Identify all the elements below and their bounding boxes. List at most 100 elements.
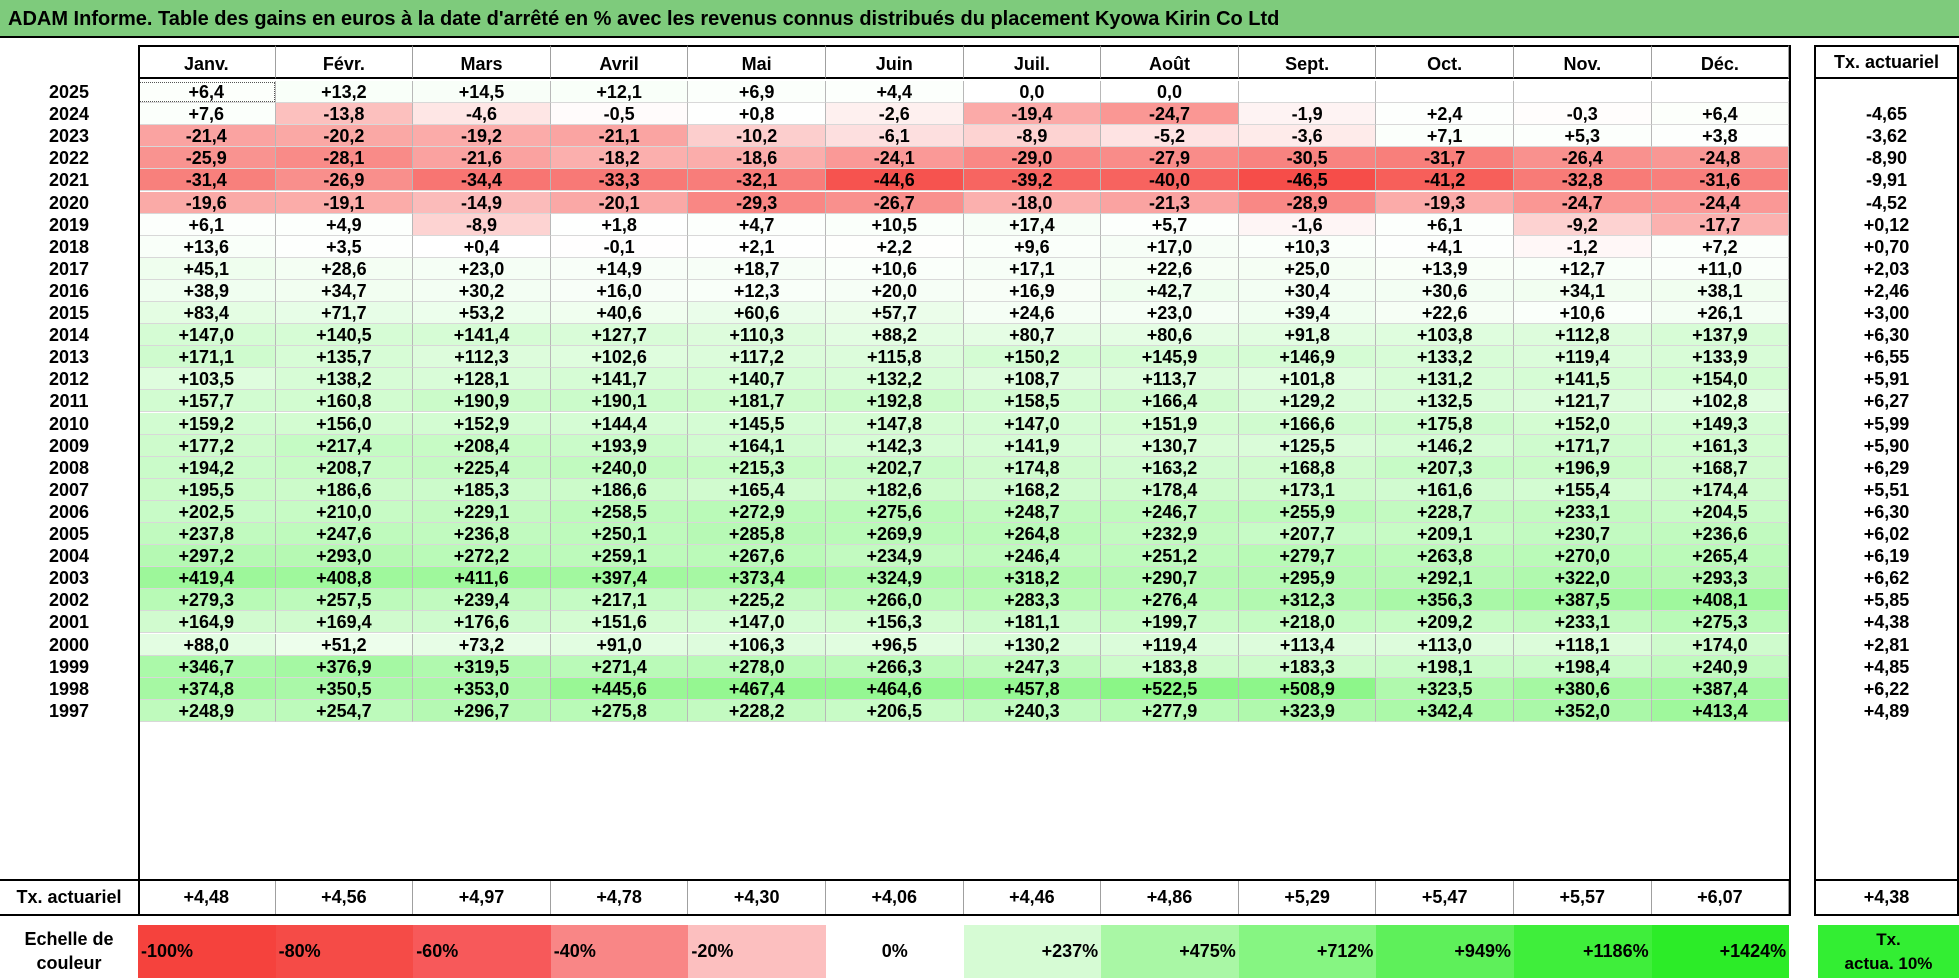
- gain-cell[interactable]: +251,2: [1101, 545, 1239, 568]
- gain-cell[interactable]: -8,9: [413, 213, 551, 236]
- gain-cell[interactable]: +322,0: [1514, 567, 1652, 590]
- gain-cell[interactable]: +118,1: [1514, 633, 1652, 656]
- gain-cell[interactable]: +271,4: [550, 655, 689, 678]
- gain-cell[interactable]: +130,2: [963, 633, 1102, 656]
- gain-cell[interactable]: +233,1: [1514, 611, 1652, 634]
- gain-cell[interactable]: +263,8: [1376, 545, 1514, 568]
- gain-cell[interactable]: +356,3: [1376, 589, 1514, 612]
- gain-cell[interactable]: +174,8: [963, 456, 1102, 479]
- gain-cell[interactable]: -25,9: [138, 147, 276, 170]
- gain-cell[interactable]: +190,1: [550, 390, 689, 413]
- gain-cell[interactable]: +293,3: [1651, 567, 1790, 590]
- gain-cell[interactable]: +217,1: [550, 589, 689, 612]
- gain-cell[interactable]: +232,9: [1101, 523, 1239, 546]
- gain-cell[interactable]: +319,5: [413, 655, 551, 678]
- gain-cell[interactable]: +346,7: [138, 655, 276, 678]
- gain-cell[interactable]: +247,6: [275, 523, 414, 546]
- gain-cell[interactable]: +16,9: [963, 279, 1102, 302]
- gain-cell[interactable]: 0,0: [1101, 81, 1239, 104]
- gain-cell[interactable]: [1376, 81, 1514, 104]
- gain-cell[interactable]: +34,7: [275, 279, 414, 302]
- gain-cell[interactable]: +156,0: [275, 412, 414, 435]
- gain-cell[interactable]: +113,4: [1238, 633, 1377, 656]
- gain-cell[interactable]: +183,8: [1101, 655, 1239, 678]
- gain-cell[interactable]: -5,2: [1101, 125, 1239, 148]
- gain-cell[interactable]: [1238, 81, 1377, 104]
- gain-cell[interactable]: -26,7: [826, 191, 964, 214]
- gain-cell[interactable]: +257,5: [275, 589, 414, 612]
- gain-cell[interactable]: +246,7: [1101, 500, 1239, 523]
- gain-cell[interactable]: +296,7: [413, 699, 551, 722]
- gain-cell[interactable]: +23,0: [413, 257, 551, 280]
- gain-cell[interactable]: +419,4: [138, 567, 276, 590]
- gain-cell[interactable]: +12,3: [688, 279, 826, 302]
- gain-cell[interactable]: +272,2: [413, 545, 551, 568]
- gain-cell[interactable]: +408,8: [275, 567, 414, 590]
- gain-cell[interactable]: +22,6: [1376, 302, 1514, 325]
- gain-cell[interactable]: +174,4: [1651, 478, 1790, 501]
- gain-cell[interactable]: +185,3: [413, 478, 551, 501]
- gain-cell[interactable]: +83,4: [138, 302, 276, 325]
- gain-cell[interactable]: -39,2: [963, 169, 1102, 192]
- gain-cell[interactable]: +198,4: [1514, 655, 1652, 678]
- gain-cell[interactable]: +169,4: [275, 611, 414, 634]
- gain-cell[interactable]: +101,8: [1238, 368, 1377, 391]
- gain-cell[interactable]: +30,6: [1376, 279, 1514, 302]
- gain-cell[interactable]: +51,2: [275, 633, 414, 656]
- gain-cell[interactable]: [1651, 81, 1790, 104]
- gain-cell[interactable]: +156,3: [826, 611, 964, 634]
- gain-cell[interactable]: +108,7: [963, 368, 1102, 391]
- gain-cell[interactable]: +193,9: [550, 434, 689, 457]
- gain-cell[interactable]: +275,6: [826, 500, 964, 523]
- gain-cell[interactable]: +467,4: [688, 677, 826, 700]
- gain-cell[interactable]: -18,2: [550, 147, 689, 170]
- gain-cell[interactable]: +163,2: [1101, 456, 1239, 479]
- gain-cell[interactable]: +6,1: [1376, 213, 1514, 236]
- gain-cell[interactable]: -21,3: [1101, 191, 1239, 214]
- gain-cell[interactable]: +265,4: [1651, 545, 1790, 568]
- gain-cell[interactable]: +387,5: [1514, 589, 1652, 612]
- gain-cell[interactable]: +17,4: [963, 213, 1102, 236]
- gain-cell[interactable]: +113,0: [1376, 633, 1514, 656]
- gain-cell[interactable]: +264,8: [963, 523, 1102, 546]
- gain-cell[interactable]: -20,1: [550, 191, 689, 214]
- gain-cell[interactable]: -19,4: [963, 103, 1102, 126]
- gain-cell[interactable]: -24,7: [1101, 103, 1239, 126]
- gain-cell[interactable]: +2,1: [688, 235, 826, 258]
- gain-cell[interactable]: +176,6: [413, 611, 551, 634]
- gain-cell[interactable]: +225,2: [688, 589, 826, 612]
- gain-cell[interactable]: -19,2: [413, 125, 551, 148]
- gain-cell[interactable]: +164,9: [138, 611, 276, 634]
- gain-cell[interactable]: -26,9: [275, 169, 414, 192]
- gain-cell[interactable]: +277,9: [1101, 699, 1239, 722]
- gain-cell[interactable]: +168,2: [963, 478, 1102, 501]
- gain-cell[interactable]: +248,7: [963, 500, 1102, 523]
- gain-cell[interactable]: +147,0: [963, 412, 1102, 435]
- gain-cell[interactable]: +258,5: [550, 500, 689, 523]
- gain-cell[interactable]: -19,6: [138, 191, 276, 214]
- gain-cell[interactable]: +373,4: [688, 567, 826, 590]
- gain-cell[interactable]: +145,9: [1101, 346, 1239, 369]
- gain-cell[interactable]: +45,1: [138, 257, 276, 280]
- gain-cell[interactable]: +3,8: [1651, 125, 1790, 148]
- gain-cell[interactable]: +171,1: [138, 346, 276, 369]
- gain-cell[interactable]: +248,9: [138, 699, 276, 722]
- gain-cell[interactable]: +192,8: [826, 390, 964, 413]
- gain-cell[interactable]: -17,7: [1651, 213, 1790, 236]
- gain-cell[interactable]: +207,7: [1238, 523, 1377, 546]
- gain-cell[interactable]: +279,7: [1238, 545, 1377, 568]
- gain-cell[interactable]: +112,3: [413, 346, 551, 369]
- gain-cell[interactable]: +195,5: [138, 478, 276, 501]
- gain-cell[interactable]: +397,4: [550, 567, 689, 590]
- gain-cell[interactable]: +522,5: [1101, 677, 1239, 700]
- gain-cell[interactable]: [1514, 81, 1652, 104]
- gain-cell[interactable]: +246,4: [963, 545, 1102, 568]
- gain-cell[interactable]: +6,4: [1651, 103, 1790, 126]
- gain-cell[interactable]: +17,1: [963, 257, 1102, 280]
- gain-cell[interactable]: -28,9: [1238, 191, 1377, 214]
- gain-cell[interactable]: -29,0: [963, 147, 1102, 170]
- gain-cell[interactable]: +132,2: [826, 368, 964, 391]
- gain-cell[interactable]: +141,5: [1514, 368, 1652, 391]
- gain-cell[interactable]: +217,4: [275, 434, 414, 457]
- gain-cell[interactable]: +40,6: [550, 302, 689, 325]
